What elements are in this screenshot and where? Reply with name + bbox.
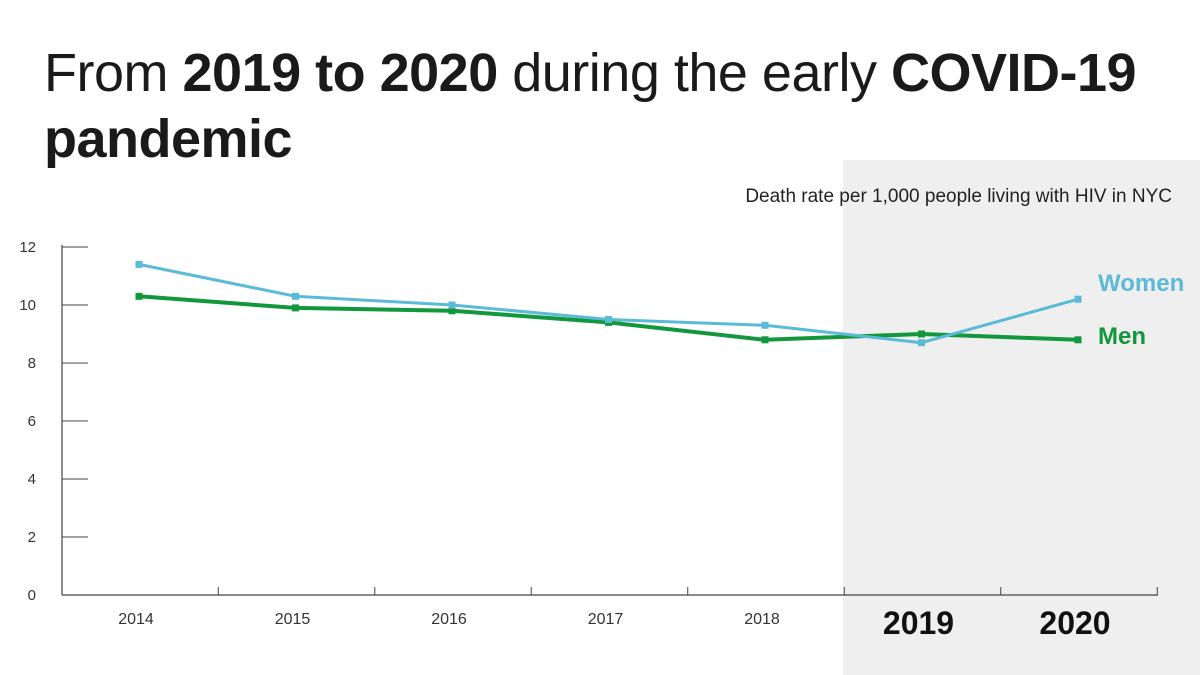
x-tick-label: 2015 bbox=[275, 611, 311, 628]
x-tick-label: 2017 bbox=[588, 611, 624, 628]
x-tick-label: 2014 bbox=[118, 611, 154, 628]
data-point-women bbox=[135, 260, 143, 268]
y-tick-label: 0 bbox=[28, 587, 36, 604]
data-point-women bbox=[761, 321, 769, 329]
legend-label-women: Women bbox=[1098, 270, 1184, 297]
y-tick-label: 6 bbox=[28, 413, 36, 430]
data-point-women bbox=[448, 301, 456, 309]
series-layer bbox=[135, 260, 1082, 347]
y-tick-label: 10 bbox=[19, 297, 36, 314]
highlight-band-2019-2020 bbox=[843, 160, 1200, 675]
title-part: during the early bbox=[497, 43, 891, 103]
data-point-women bbox=[918, 339, 925, 347]
y-tick-label: 2 bbox=[28, 529, 36, 546]
title-part: COVID-19 pandemic bbox=[44, 43, 1137, 169]
axes: 0 2 4 6 8 10 12 2014 2015 2016 2017 2018 2019 2020 bbox=[19, 239, 1158, 641]
data-point-men bbox=[761, 336, 769, 344]
chart-title: From 2019 to 2020 during the early COVID… bbox=[44, 40, 1164, 172]
series-women bbox=[135, 260, 1082, 347]
data-point-men bbox=[1074, 336, 1082, 344]
title-part: 2019 to 2020 bbox=[182, 43, 499, 103]
chart-subtitle: Death rate per 1,000 people living with … bbox=[745, 186, 1172, 207]
x-tick-label: 2016 bbox=[431, 611, 467, 628]
data-point-men bbox=[918, 330, 925, 338]
data-point-men bbox=[292, 304, 299, 312]
legend-label-men: Men bbox=[1098, 323, 1146, 350]
y-tick-label: 12 bbox=[19, 239, 36, 256]
x-tick-label: 2019 bbox=[883, 605, 954, 641]
data-point-women bbox=[292, 292, 299, 300]
y-tick-label: 4 bbox=[28, 471, 36, 488]
data-point-women bbox=[605, 316, 612, 323]
x-tick-label: 2020 bbox=[1039, 605, 1110, 641]
data-point-men bbox=[135, 292, 143, 300]
x-tick-label: 2018 bbox=[744, 611, 780, 628]
data-point-women bbox=[1074, 295, 1082, 303]
legend: Women Men bbox=[1098, 270, 1184, 350]
title-part: From bbox=[44, 43, 183, 103]
data-point-men bbox=[448, 307, 456, 315]
y-tick-label: 8 bbox=[28, 355, 36, 372]
